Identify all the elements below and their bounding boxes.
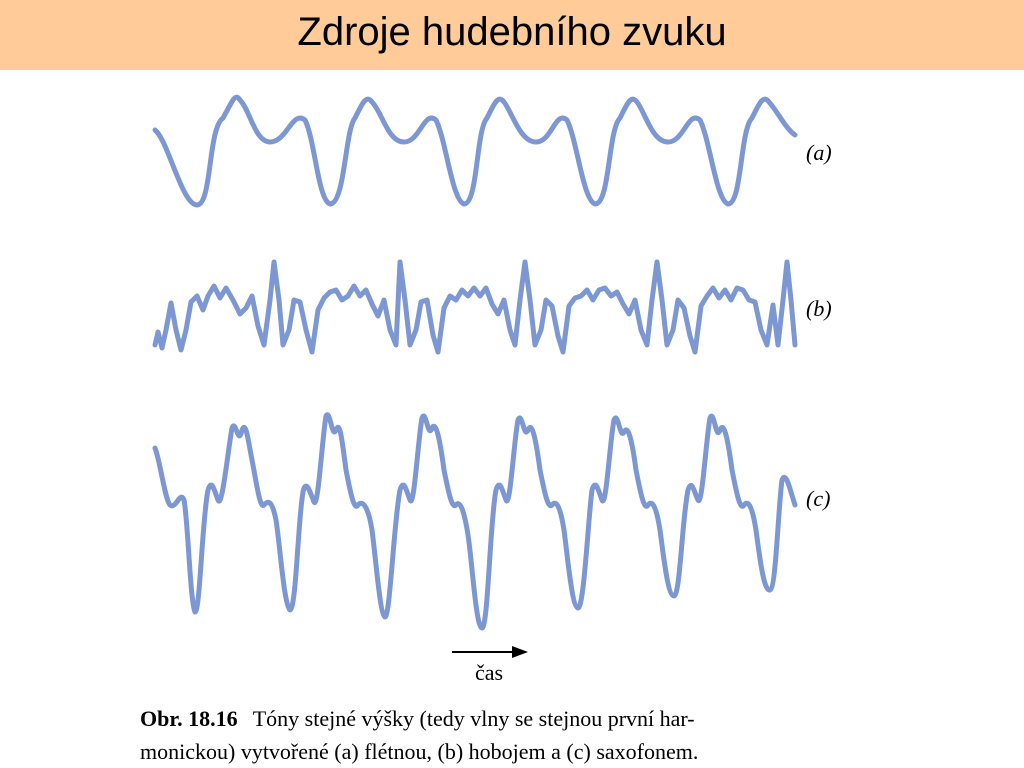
label-c: (c) <box>806 486 830 511</box>
time-arrow-head <box>512 646 528 658</box>
title-bar: Zdroje hudebního zvuku <box>0 0 1024 70</box>
figure-caption: Obr. 18.16 Tóny stejné výšky (tedy vlny … <box>140 702 840 768</box>
label-b: (b) <box>806 296 832 321</box>
caption-label: Obr. 18.16 <box>140 706 238 731</box>
waveform-a <box>152 94 798 208</box>
caption-line-2: monickou) vytvořené (a) flétnou, (b) hob… <box>140 739 699 764</box>
waveform-c <box>152 412 798 631</box>
time-label: čas <box>475 660 503 685</box>
label-a: (a) <box>806 140 832 165</box>
caption-line-1: Tóny stejné výšky (tedy vlny se stejnou … <box>252 706 695 731</box>
waveform-figure: (a) (b) (c) čas <box>152 94 832 685</box>
waveform-b <box>152 259 798 355</box>
slide-title: Zdroje hudebního zvuku <box>297 10 727 54</box>
